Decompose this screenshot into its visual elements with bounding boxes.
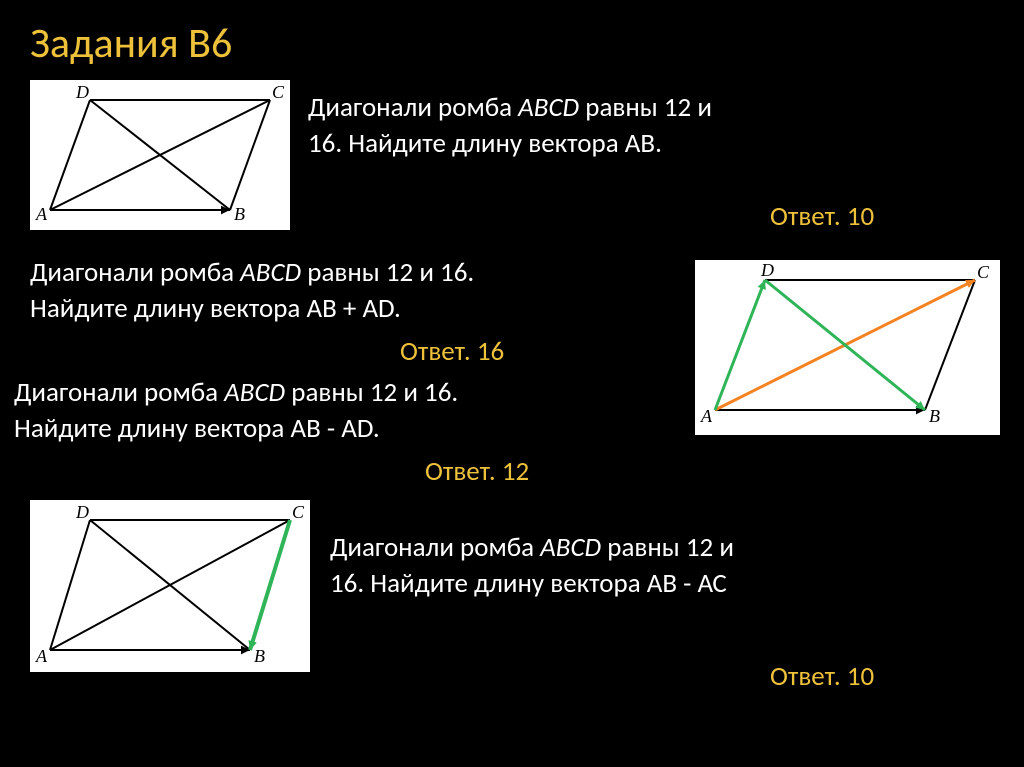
p4-l1c: равны 12 и bbox=[601, 531, 734, 564]
svg-text:C: C bbox=[272, 82, 285, 102]
svg-text:B: B bbox=[234, 204, 245, 224]
p3-l2: Найдите длину вектора АВ - АD. bbox=[14, 411, 654, 447]
svg-text:B: B bbox=[254, 646, 265, 666]
p2-l1a: Диагонали ромба bbox=[30, 256, 240, 289]
a1-text: Ответ. 10 bbox=[770, 200, 874, 233]
p1-abcd: ABCD bbox=[518, 91, 579, 124]
diagram-3: A B C D bbox=[30, 500, 310, 672]
answer-3: Ответ. 12 bbox=[425, 455, 529, 488]
problem-3: Диагонали ромба ABCD равны 12 и 16. Найд… bbox=[14, 375, 654, 448]
a2-text: Ответ. 16 bbox=[400, 335, 504, 368]
p2-abcd: ABCD bbox=[240, 256, 301, 289]
answer-2: Ответ. 16 bbox=[400, 335, 504, 368]
problem-2: Диагонали ромба ABCD равны 12 и 16. Найд… bbox=[30, 255, 670, 328]
p3-l1c: равны 12 и 16. bbox=[285, 376, 458, 409]
svg-text:D: D bbox=[75, 502, 89, 522]
p4-abcd: ABCD bbox=[540, 531, 601, 564]
svg-text:C: C bbox=[292, 502, 305, 522]
p1-l2: 16. Найдите длину вектора АВ. bbox=[308, 126, 998, 162]
svg-text:D: D bbox=[75, 82, 89, 102]
answer-1: Ответ. 10 bbox=[770, 200, 874, 233]
p3-l1a: Диагонали ромба bbox=[14, 376, 224, 409]
problem-1: Диагонали ромба ABCD равны 12 и 16. Найд… bbox=[308, 90, 998, 163]
svg-text:C: C bbox=[977, 262, 990, 282]
svg-text:A: A bbox=[700, 406, 713, 426]
svg-text:A: A bbox=[35, 646, 48, 666]
answer-4: Ответ. 10 bbox=[770, 660, 874, 693]
svg-text:D: D bbox=[760, 260, 774, 280]
svg-text:B: B bbox=[929, 406, 940, 426]
diagram-2: A B C D bbox=[695, 260, 1000, 435]
p4-l1a: Диагонали ромба bbox=[330, 531, 540, 564]
diagram-1: A B C D bbox=[30, 80, 290, 230]
p2-l1c: равны 12 и 16. bbox=[301, 256, 474, 289]
page-title: Задания В6 bbox=[30, 18, 232, 69]
a4-text: Ответ. 10 bbox=[770, 660, 874, 693]
p4-l2: 16. Найдите длину вектора АВ - АС bbox=[330, 566, 1010, 602]
title-text: Задания В6 bbox=[30, 18, 232, 69]
a3-text: Ответ. 12 bbox=[425, 455, 529, 488]
p3-abcd: ABCD bbox=[224, 376, 285, 409]
p2-l2: Найдите длину вектора АВ + АD. bbox=[30, 291, 670, 327]
p1-l1a: Диагонали ромба bbox=[308, 91, 518, 124]
problem-4: Диагонали ромба ABCD равны 12 и 16. Найд… bbox=[330, 530, 1010, 603]
svg-text:A: A bbox=[35, 204, 48, 224]
p1-l1c: равны 12 и bbox=[579, 91, 712, 124]
